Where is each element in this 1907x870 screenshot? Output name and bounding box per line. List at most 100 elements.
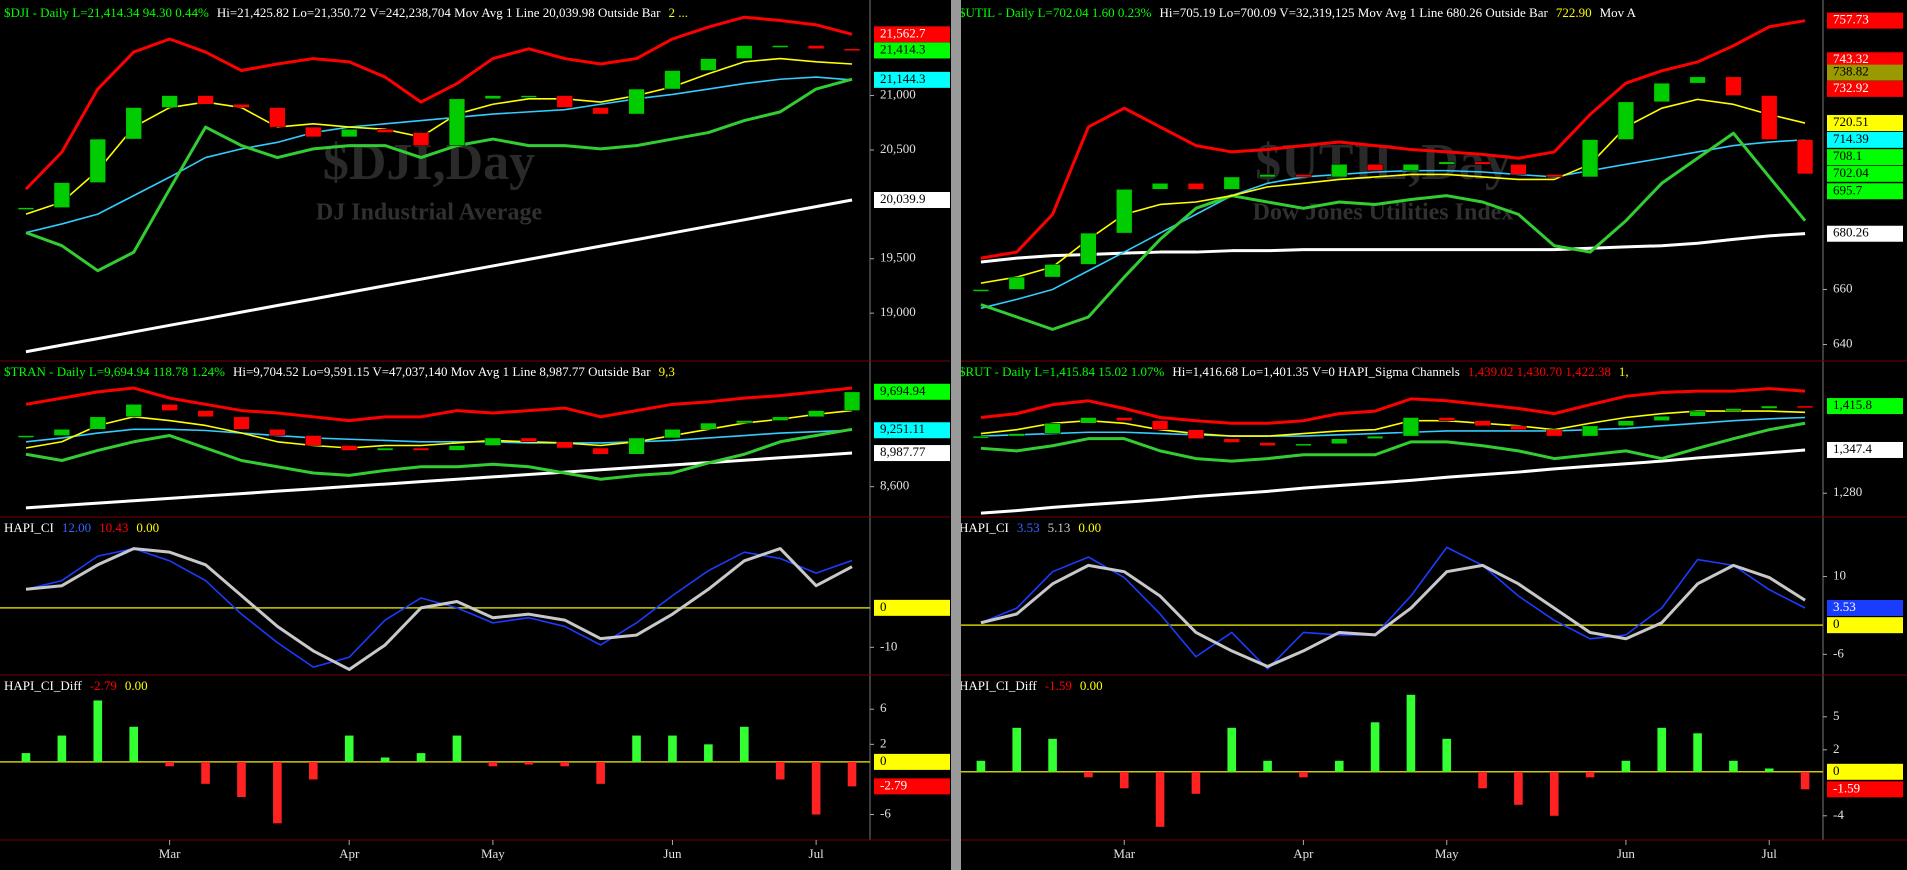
value-box — [1827, 617, 1903, 634]
series-line — [25, 547, 853, 671]
candle — [1581, 425, 1599, 437]
panel-title: $UTIL - Daily L=702.04 1.60 0.23% Hi=705.… — [959, 5, 1637, 20]
candle — [1581, 139, 1599, 178]
bar — [273, 761, 282, 824]
value-box — [1827, 64, 1903, 81]
candle — [1474, 420, 1491, 427]
candle — [628, 437, 645, 455]
bar — [524, 761, 534, 765]
candle — [1187, 429, 1205, 439]
bar — [1657, 727, 1667, 772]
panel-title: $TRAN - Daily L=9,694.94 118.78 1.24% Hi=… — [4, 364, 675, 379]
candle — [1653, 415, 1670, 421]
value-box-label: 9,694.94 — [880, 383, 926, 398]
title-part: 722.90 — [1556, 5, 1592, 20]
candle — [197, 410, 214, 418]
value-box — [1827, 149, 1903, 166]
candle — [1187, 183, 1205, 190]
candle — [1295, 443, 1312, 447]
bar — [488, 761, 498, 767]
title-part: HAPI_CI_Diff — [4, 678, 82, 693]
series-line — [980, 563, 1806, 668]
series-line — [25, 427, 853, 481]
candle — [341, 129, 358, 138]
bar — [129, 726, 139, 762]
candle — [592, 107, 609, 115]
candle — [1295, 174, 1312, 178]
candle — [1761, 95, 1778, 140]
series-line — [980, 131, 1807, 331]
series-line — [25, 386, 853, 423]
candle — [376, 447, 394, 451]
value-box-label: 714.39 — [1833, 131, 1869, 146]
candle — [53, 182, 71, 208]
y-tick-label: 10 — [1833, 568, 1846, 583]
value-box-label: 21,414.3 — [880, 41, 926, 56]
candle — [1044, 264, 1061, 278]
candle — [772, 45, 789, 48]
x-tick-label: Apr — [1293, 846, 1314, 861]
value-box — [1827, 80, 1903, 97]
y-tick-label: 2 — [880, 735, 887, 750]
candle — [1259, 174, 1276, 178]
value-box-label: 720.51 — [1833, 114, 1869, 129]
candle — [1151, 183, 1169, 190]
title-part: 2 ... — [668, 5, 688, 20]
bar — [1764, 768, 1774, 772]
candle — [736, 45, 753, 59]
bar — [1048, 738, 1057, 772]
series-line — [980, 410, 1806, 437]
candle — [1761, 405, 1778, 409]
bar — [452, 735, 462, 762]
watermark: $UTIL,Day — [1255, 134, 1511, 191]
bar — [1621, 760, 1631, 772]
bar — [1012, 727, 1022, 772]
bar — [201, 761, 210, 784]
value-box — [874, 71, 950, 88]
value-box — [874, 383, 950, 400]
title-part: $TRAN - Daily L=9,694.94 118.78 1.24% — [4, 364, 225, 379]
candle — [1008, 276, 1025, 290]
candle — [1080, 232, 1097, 265]
bar — [237, 761, 246, 797]
value-box-label: 732.92 — [1833, 80, 1869, 95]
value-box-label: 8,987.77 — [880, 444, 926, 459]
bar — [1549, 771, 1559, 816]
title-part: 1, — [1619, 364, 1629, 379]
value-box — [874, 445, 950, 462]
candle — [592, 447, 609, 455]
bar — [380, 757, 390, 762]
candle — [736, 420, 753, 424]
title-part: Hi=21,425.82 Lo=21,350.72 V=242,238,704 … — [217, 5, 661, 20]
candle — [1331, 438, 1348, 445]
bar — [1514, 771, 1523, 805]
x-tick-label: Jun — [1617, 846, 1636, 861]
series-line — [25, 76, 853, 234]
candle — [1689, 76, 1706, 84]
candle — [807, 45, 825, 50]
value-box — [1827, 52, 1903, 69]
y-tick-label: 660 — [1833, 280, 1853, 295]
candle — [843, 391, 861, 411]
bar — [165, 761, 174, 767]
x-tick-label: May — [481, 846, 505, 861]
value-box — [1827, 398, 1903, 415]
bar — [21, 753, 31, 762]
bar — [1299, 771, 1308, 778]
bar — [1729, 760, 1738, 772]
candle — [53, 429, 71, 436]
value-box — [874, 599, 950, 616]
candle — [125, 107, 142, 140]
candle — [1366, 435, 1384, 439]
candle — [1402, 417, 1420, 437]
candle — [664, 70, 681, 90]
candle — [1510, 164, 1527, 175]
title-part: Hi=705.19 Lo=700.09 V=32,319,125 Mov Avg… — [1159, 5, 1548, 20]
panel-title: $DJI - Daily L=21,414.34 94.30 0.44% Hi=2… — [4, 5, 688, 20]
value-box — [874, 422, 950, 439]
title-part: $UTIL - Daily L=702.04 1.60 0.23% — [959, 5, 1152, 20]
candle — [484, 95, 502, 100]
title-part: 0.00 — [1078, 520, 1101, 535]
value-box-label: 0 — [880, 753, 887, 768]
